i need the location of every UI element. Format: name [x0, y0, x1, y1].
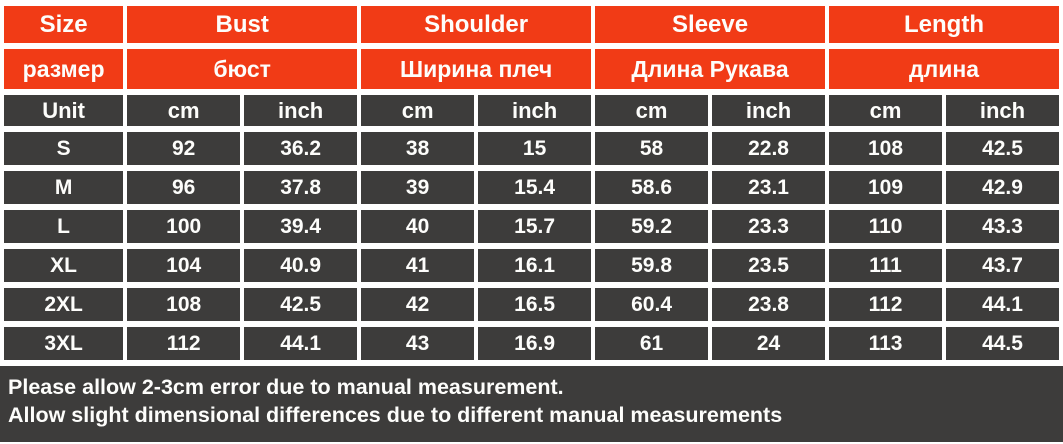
header-row-english: Size Bust Shoulder Sleeve Length	[4, 6, 1059, 43]
measurement-cell: 110	[829, 210, 942, 243]
measurement-cell: 40.9	[244, 249, 358, 282]
measurement-cell: 61	[595, 327, 709, 360]
size-row-s: S 92 36.2 38 15 58 22.8 108 42.5	[4, 132, 1059, 165]
measurement-cell: 108	[829, 132, 942, 165]
size-row-3xl: 3XL 112 44.1 43 16.9 61 24 113 44.5	[4, 327, 1059, 360]
measurement-cell: 16.9	[478, 327, 592, 360]
measurement-cell: 60.4	[595, 288, 709, 321]
measurement-cell: 36.2	[244, 132, 358, 165]
measurement-cell: 41	[361, 249, 475, 282]
header-sleeve-en: Sleeve	[595, 6, 826, 43]
unit-cell-bust-inch: inch	[244, 95, 358, 126]
size-row-2xl: 2XL 108 42.5 42 16.5 60.4 23.8 112 44.1	[4, 288, 1059, 321]
measurement-cell: 22.8	[712, 132, 826, 165]
measurement-notes: Please allow 2-3cm error due to manual m…	[0, 366, 1063, 442]
measurement-cell: 43.7	[946, 249, 1059, 282]
measurement-cell: 96	[127, 171, 241, 204]
unit-cell-length-cm: cm	[829, 95, 942, 126]
note-line-1: Please allow 2-3cm error due to manual m…	[8, 375, 564, 399]
size-label: L	[4, 210, 124, 243]
unit-cell-length-inch: inch	[946, 95, 1059, 126]
measurement-cell: 40	[361, 210, 475, 243]
size-label: 3XL	[4, 327, 124, 360]
size-row-m: M 96 37.8 39 15.4 58.6 23.1 109 42.9	[4, 171, 1059, 204]
measurement-cell: 59.8	[595, 249, 709, 282]
measurement-cell: 16.1	[478, 249, 592, 282]
measurement-cell: 23.1	[712, 171, 826, 204]
unit-cell-shoulder-cm: cm	[361, 95, 475, 126]
measurement-cell: 23.5	[712, 249, 826, 282]
measurement-cell: 108	[127, 288, 241, 321]
measurement-cell: 24	[712, 327, 826, 360]
measurement-cell: 104	[127, 249, 241, 282]
header-bust-ru: бюст	[127, 49, 358, 89]
measurement-cell: 44.1	[244, 327, 358, 360]
size-label: XL	[4, 249, 124, 282]
measurement-cell: 42.5	[244, 288, 358, 321]
header-bust-en: Bust	[127, 6, 358, 43]
measurement-cell: 42	[361, 288, 475, 321]
unit-row: Unit cm inch cm inch cm inch cm inch	[4, 95, 1059, 126]
header-sleeve-ru: Длина Рукава	[595, 49, 826, 89]
measurement-cell: 100	[127, 210, 241, 243]
measurement-cell: 15	[478, 132, 592, 165]
note-line-2: Allow slight dimensional differences due…	[8, 403, 783, 428]
measurement-cell: 37.8	[244, 171, 358, 204]
measurement-cell: 44.5	[946, 327, 1059, 360]
unit-cell-sleeve-cm: cm	[595, 95, 709, 126]
header-size-en: Size	[4, 6, 124, 43]
header-length-ru: длина	[829, 49, 1059, 89]
measurement-cell: 23.8	[712, 288, 826, 321]
unit-cell-sleeve-inch: inch	[712, 95, 826, 126]
measurement-cell: 42.5	[946, 132, 1059, 165]
measurement-cell: 58	[595, 132, 709, 165]
measurement-cell: 59.2	[595, 210, 709, 243]
header-length-en: Length	[829, 6, 1059, 43]
unit-label-cell: Unit	[4, 95, 124, 126]
header-shoulder-ru: Ширина плеч	[361, 49, 592, 89]
measurement-cell: 113	[829, 327, 942, 360]
header-size-ru: размер	[4, 49, 124, 89]
measurement-cell: 39.4	[244, 210, 358, 243]
measurement-cell: 92	[127, 132, 241, 165]
measurement-cell: 38	[361, 132, 475, 165]
header-shoulder-en: Shoulder	[361, 6, 592, 43]
measurement-cell: 43	[361, 327, 475, 360]
measurement-cell: 15.7	[478, 210, 592, 243]
measurement-cell: 23.3	[712, 210, 826, 243]
measurement-cell: 109	[829, 171, 942, 204]
unit-cell-bust-cm: cm	[127, 95, 241, 126]
size-chart-table: Size Bust Shoulder Sleeve Length размер …	[4, 6, 1059, 360]
measurement-cell: 112	[127, 327, 241, 360]
size-row-l: L 100 39.4 40 15.7 59.2 23.3 110 43.3	[4, 210, 1059, 243]
size-label: 2XL	[4, 288, 124, 321]
measurement-cell: 112	[829, 288, 942, 321]
unit-cell-shoulder-inch: inch	[478, 95, 592, 126]
size-label: M	[4, 171, 124, 204]
header-row-russian: размер бюст Ширина плеч Длина Рукава дли…	[4, 49, 1059, 89]
measurement-cell: 111	[829, 249, 942, 282]
size-label: S	[4, 132, 124, 165]
measurement-cell: 39	[361, 171, 475, 204]
measurement-cell: 58.6	[595, 171, 709, 204]
measurement-cell: 44.1	[946, 288, 1059, 321]
size-row-xl: XL 104 40.9 41 16.1 59.8 23.5 111 43.7	[4, 249, 1059, 282]
measurement-cell: 16.5	[478, 288, 592, 321]
measurement-cell: 43.3	[946, 210, 1059, 243]
measurement-cell: 15.4	[478, 171, 592, 204]
measurement-cell: 42.9	[946, 171, 1059, 204]
